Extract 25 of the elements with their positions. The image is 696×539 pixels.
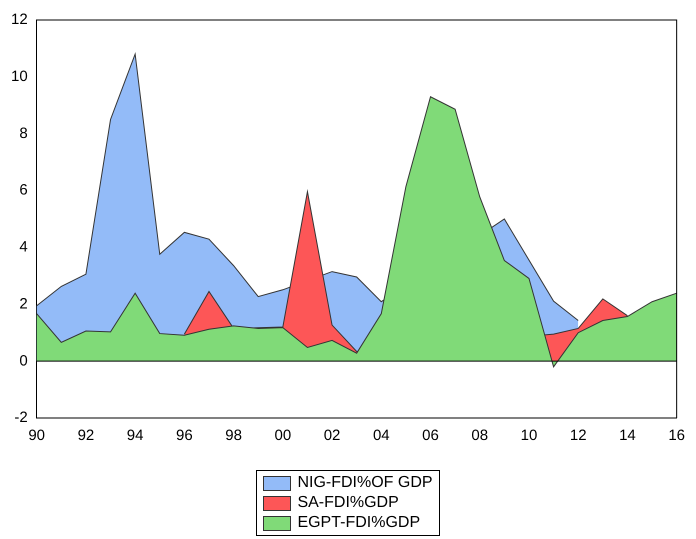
x-tick-label: 12 <box>570 427 587 444</box>
x-tick-label: 04 <box>372 427 390 444</box>
legend-label: SA-FDI%GDP <box>297 493 399 513</box>
legend-label: EGPT-FDI%GDP <box>297 513 420 533</box>
legend-label: NIG-FDI%OF GDP <box>297 473 433 493</box>
y-tick-label: 0 <box>19 352 28 370</box>
x-tick-label: 06 <box>422 427 439 444</box>
x-tick-label: 02 <box>324 427 340 444</box>
y-tick-label: 2 <box>19 295 28 312</box>
x-tick-label: 10 <box>520 427 538 444</box>
x-tick-label: 08 <box>471 427 488 444</box>
y-tick-label: -2 <box>14 409 28 426</box>
x-tick-label: 98 <box>225 427 242 444</box>
x-tick-label: 90 <box>28 427 46 444</box>
y-tick-label: 12 <box>10 11 28 28</box>
x-tick-label: 96 <box>176 427 193 444</box>
x-tick-label: 94 <box>126 427 144 444</box>
y-tick-label: 10 <box>10 68 28 85</box>
x-tick-label: 00 <box>274 427 292 444</box>
y-tick-label: 6 <box>19 182 28 199</box>
x-tick-label: 14 <box>619 427 636 444</box>
y-tick-label: 8 <box>19 124 28 142</box>
x-tick-label: 16 <box>668 427 685 444</box>
x-tick-label: 92 <box>78 427 94 444</box>
y-tick-label: 4 <box>19 238 28 256</box>
